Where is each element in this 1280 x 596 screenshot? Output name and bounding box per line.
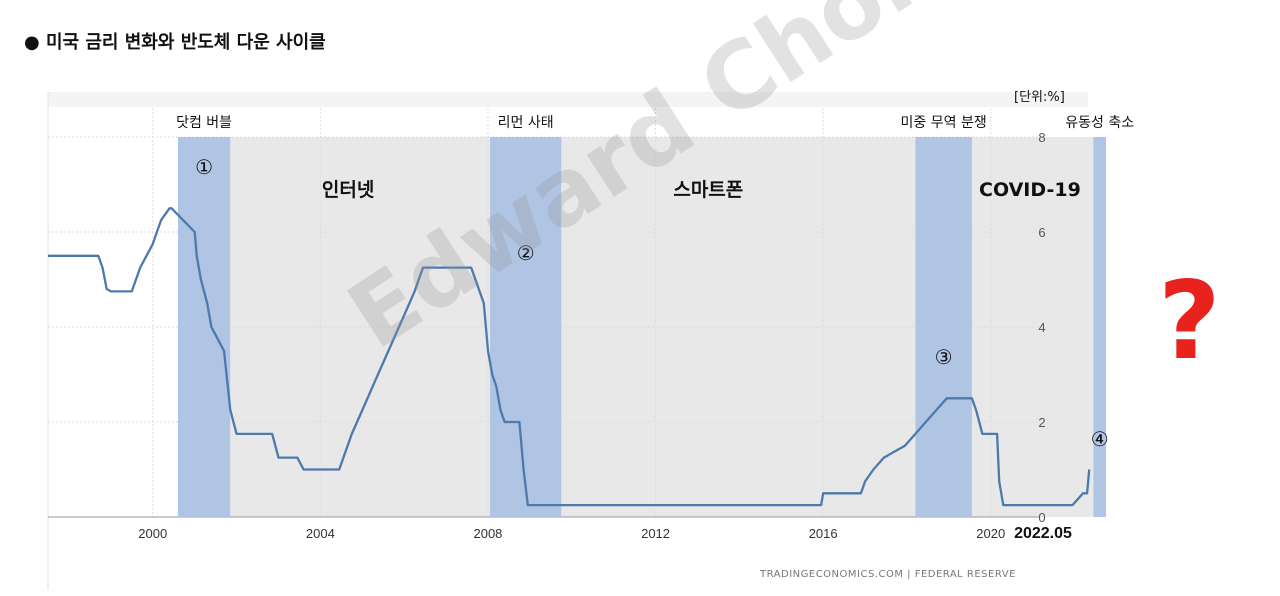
question-mark: ?	[1158, 259, 1221, 384]
recession-label-0: 닷컴 버블	[176, 115, 232, 131]
x-tick-label-4: 2016	[809, 526, 838, 541]
recession-label-1: 리먼 사태	[498, 115, 554, 131]
x-tick-label-2: 2008	[473, 526, 502, 541]
recession-bands	[177, 137, 1106, 517]
chart-top-strip	[48, 92, 1088, 107]
y-tick-label-2: 4	[1038, 320, 1045, 335]
cycle-label-2: COVID-19	[979, 179, 1081, 201]
end-date-label: 2022.05	[1014, 525, 1072, 542]
recession-label-3: 유동성 축소	[1065, 115, 1134, 131]
x-tick-label-1: 2004	[306, 526, 335, 541]
recession-band-0	[177, 137, 231, 517]
y-tick-label-3: 6	[1038, 225, 1045, 240]
x-tick-label-5: 2020	[976, 526, 1005, 541]
unit-label: [단위:%]	[1014, 90, 1065, 105]
x-tick-label-3: 2012	[641, 526, 670, 541]
page-title: ● 미국 금리 변화와 반도체 다운 사이클	[24, 32, 326, 53]
cycle-label-1: 스마트폰	[673, 179, 743, 201]
recession-band-1	[490, 137, 562, 517]
band-labels: 닷컴 버블 ① 리먼 사태 ② 미중 무역 분쟁 ③ 유동성 축소 ④ 인터넷 스마트폰 COVID…	[176, 115, 1134, 451]
source-credit: TRADINGECONOMICS.COM | FEDERAL RESERVE	[760, 569, 1016, 580]
recession-marker-3: ④	[1091, 427, 1109, 451]
x-tick-label-0: 2000	[138, 526, 167, 541]
cycle-label-0: 인터넷	[322, 179, 374, 201]
y-tick-label-1: 2	[1038, 415, 1045, 430]
recession-band-3	[1093, 137, 1106, 517]
y-axis-ticks: 0 2 4 6 8	[1038, 130, 1045, 525]
y-tick-label-0: 0	[1038, 510, 1045, 525]
recession-marker-0: ①	[195, 155, 213, 179]
recession-band-2	[915, 137, 972, 517]
recession-label-2: 미중 무역 분쟁	[901, 115, 987, 131]
recession-marker-1: ②	[517, 241, 535, 265]
y-tick-label-4: 8	[1038, 130, 1045, 145]
rate-line	[48, 207, 1091, 507]
recession-marker-2: ③	[935, 345, 953, 369]
x-axis-ticks: 2000 2004 2008 2012 2016 2020	[138, 526, 1005, 541]
